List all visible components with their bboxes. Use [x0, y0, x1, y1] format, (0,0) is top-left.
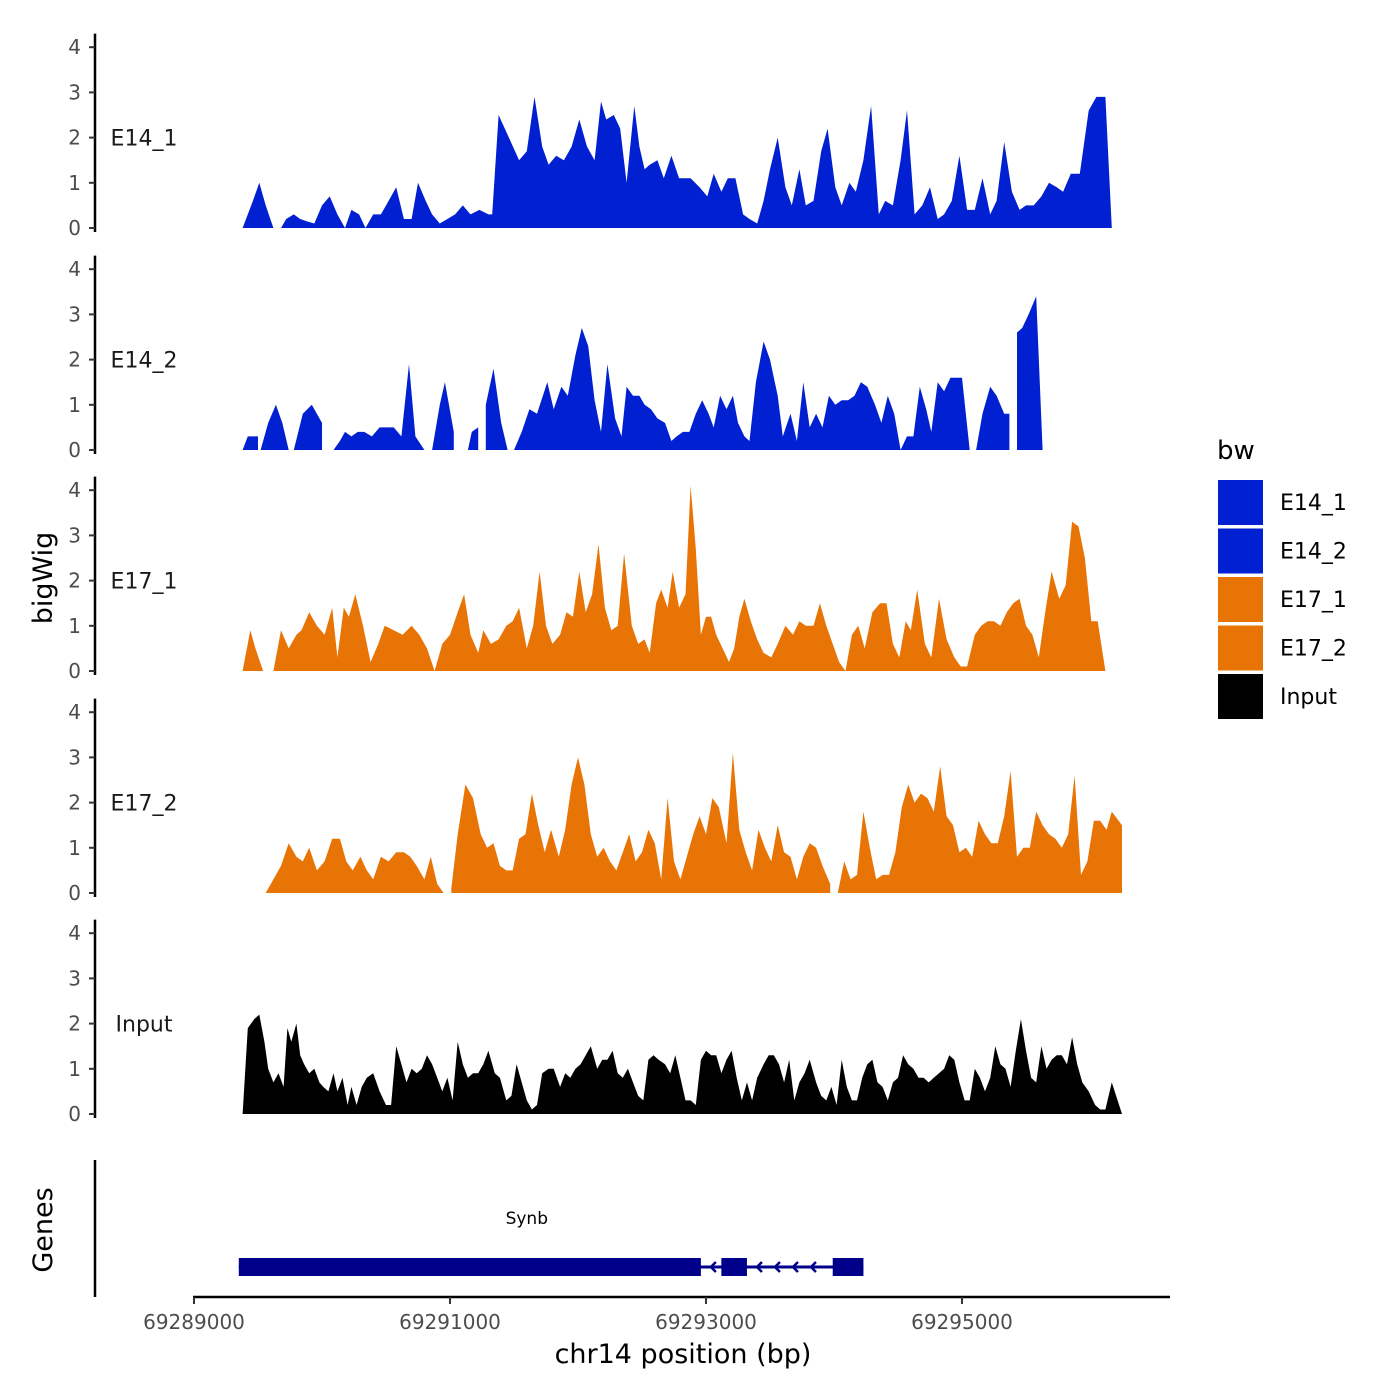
track-E17_2: 0 1 2 3 4 E17_2	[68, 698, 1122, 905]
signal-area-E17_1-0	[242, 485, 1123, 671]
y-tick-label-E14_1-3: 3	[68, 80, 81, 104]
legend-label-E17_1: E17_1	[1280, 588, 1347, 613]
legend: bw E14_1 E14_2 E17_1 E17_2 Input	[1217, 436, 1347, 719]
y-tick-label-E17_2-2: 2	[68, 791, 81, 815]
y-tick-label-E17_1-1: 1	[68, 614, 81, 638]
strand-arrow-icon	[791, 1261, 799, 1273]
y-tick-label-E14_2-3: 3	[68, 302, 81, 326]
legend-title: bw	[1217, 436, 1255, 466]
y-tick-label-Input-1: 1	[68, 1057, 81, 1081]
track-Input: 0 1 2 3 4 Input	[68, 919, 1123, 1126]
legend-swatch-E14_1	[1218, 480, 1263, 525]
y-tick-label-Input-0: 0	[68, 1102, 81, 1126]
y-tick-label-E14_2-1: 1	[68, 393, 81, 417]
y-tick-label-E17_1-2: 2	[68, 569, 81, 593]
x-tick-label-3: 69295000	[911, 1310, 1013, 1334]
signal-area-Input-0	[242, 1014, 1123, 1114]
y-tick-label-E14_1-0: 0	[68, 216, 81, 240]
y-tick-label-E17_2-3: 3	[68, 745, 81, 769]
x-axis-title: chr14 position (bp)	[555, 1339, 812, 1370]
tracks-layer: 0 1 2 3 4 E14_1 0 1 2 3 4 E14_2 0 1 2 3 4 E17_1 0 1 2 3 4 E17_2…	[68, 33, 1123, 1126]
signal-area-E14_2-5	[485, 368, 508, 450]
strand-arrow-icon	[755, 1261, 763, 1273]
signal-area-E14_2-3	[328, 364, 454, 450]
y-tick-label-E17_2-1: 1	[68, 836, 81, 860]
exon-1	[721, 1258, 747, 1276]
x-axis: 69289000 69291000 69293000 69295000	[143, 1295, 1170, 1334]
legend-label-E14_2: E14_2	[1280, 540, 1347, 565]
x-tick-label-0: 69289000	[143, 1310, 245, 1334]
y-tick-label-E17_2-0: 0	[68, 881, 81, 905]
legend-label-E17_2: E17_2	[1280, 637, 1347, 662]
signal-area-E14_2-2	[293, 404, 322, 450]
y-axis-title: bigWig	[28, 532, 59, 625]
track-label-E17_2: E17_2	[111, 792, 178, 817]
y-tick-label-E14_2-2: 2	[68, 348, 81, 372]
legend-label-Input: Input	[1280, 685, 1337, 710]
legend-swatch-E17_2	[1218, 625, 1263, 671]
exon-2	[832, 1258, 864, 1276]
y-tick-label-E14_1-4: 4	[68, 35, 81, 59]
y-tick-label-E17_1-4: 4	[68, 478, 81, 502]
track-label-Input: Input	[116, 1013, 173, 1038]
y-tick-label-E14_2-4: 4	[68, 257, 81, 281]
strand-arrow-icon	[773, 1261, 781, 1273]
track-E14_2: 0 1 2 3 4 E14_2	[68, 255, 1096, 462]
legend-swatch-Input	[1218, 674, 1263, 719]
genes-layer: Synb	[93, 1160, 864, 1297]
legend-label-E14_1: E14_1	[1280, 491, 1347, 516]
signal-area-E17_2-0	[265, 838, 444, 893]
strand-arrow-icon	[809, 1261, 817, 1273]
strand-arrow-icon	[709, 1261, 717, 1273]
y-tick-label-E14_1-2: 2	[68, 126, 81, 150]
signal-area-E14_2-4	[460, 427, 479, 450]
y-tick-label-Input-4: 4	[68, 921, 81, 945]
legend-swatch-E17_1	[1218, 577, 1263, 622]
gene-label-Synb: Synb	[506, 1209, 548, 1229]
signal-area-E17_2-2	[837, 766, 1122, 893]
y-tick-label-E14_2-0: 0	[68, 438, 81, 462]
track-label-E17_1: E17_1	[111, 570, 178, 595]
legend-swatch-E14_2	[1218, 528, 1263, 574]
track-label-E14_1: E14_1	[111, 127, 178, 152]
exon-0	[238, 1258, 701, 1276]
signal-area-E14_2-6	[514, 328, 1010, 450]
signal-area-E17_2-1	[451, 752, 831, 893]
track-label-E14_2: E14_2	[111, 349, 178, 374]
signal-area-E14_2-7	[1017, 296, 1096, 450]
track-E17_1: 0 1 2 3 4 E17_1	[68, 476, 1123, 683]
y-tick-label-E17_1-0: 0	[68, 659, 81, 683]
y-tick-label-E17_2-4: 4	[68, 700, 81, 724]
gene-Synb: Synb	[238, 1209, 864, 1276]
signal-area-E14_2-1	[260, 404, 289, 450]
x-tick-label-2: 69293000	[655, 1310, 757, 1334]
y-tick-label-Input-2: 2	[68, 1012, 81, 1036]
y-tick-label-E14_1-1: 1	[68, 171, 81, 195]
y-tick-label-E17_1-3: 3	[68, 523, 81, 547]
track-E14_1: 0 1 2 3 4 E14_1	[68, 33, 1123, 240]
y-tick-label-Input-3: 3	[68, 966, 81, 990]
x-tick-label-1: 69291000	[399, 1310, 501, 1334]
genes-axis-title: Genes	[28, 1187, 59, 1272]
signal-area-E14_1-0	[242, 96, 1123, 229]
signal-area-E14_2-0	[242, 436, 258, 450]
